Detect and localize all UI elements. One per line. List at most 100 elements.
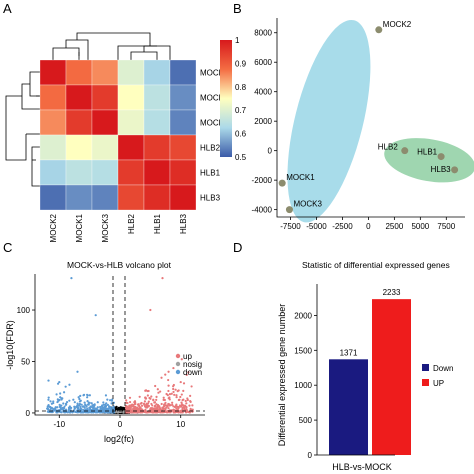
pca-point xyxy=(285,206,293,214)
mock-group-ellipse xyxy=(287,19,371,223)
volcano-point-up xyxy=(143,410,146,413)
volcano-point-up xyxy=(154,411,157,414)
volcano-point-up xyxy=(158,410,161,414)
volcano-point-up xyxy=(167,370,170,373)
volcano-point-down xyxy=(110,402,113,405)
colorbar-ticks: 1 0.9 0.8 0.7 0.6 0.5 xyxy=(235,36,247,162)
volcano-point-down xyxy=(86,399,89,403)
heatmap-row-label: HLB1 xyxy=(200,169,221,178)
volcano-point-up xyxy=(184,399,187,403)
heatmap-cell xyxy=(143,59,171,86)
volcano-point-up xyxy=(167,384,170,387)
volcano-point-up xyxy=(150,402,153,406)
volcano-title: MOCK-vs-HLB volcano plot xyxy=(67,260,172,270)
pca-ticks: 8000 6000 4000 2000 0 -2000 -4000 -7500 -5000 -25… xyxy=(252,29,456,231)
volcano-point-up xyxy=(179,380,182,384)
heatmap-cell xyxy=(143,109,171,136)
volcano-point-up xyxy=(138,395,141,398)
heatmap-cell xyxy=(39,134,67,161)
volcano-point-down xyxy=(62,391,66,394)
volcano-point-up xyxy=(133,401,136,404)
volcano-point-up xyxy=(161,407,165,410)
volcano-point-down xyxy=(76,402,79,405)
heatmap-cell xyxy=(117,134,145,161)
bar-value-label: 1371 xyxy=(340,348,358,357)
heatmap-col-label: HLB1 xyxy=(153,213,162,234)
heatmap-cell xyxy=(169,134,197,161)
y-tick-label: 100 xyxy=(17,306,31,315)
volcano-point-down xyxy=(73,407,76,410)
volcano-point-down xyxy=(74,410,77,414)
heatmap-row-labels: MOCK2 MOCK1 MOCK3 HLB2 HLB1 HLB3 xyxy=(200,69,229,203)
volcano-point-up xyxy=(139,406,142,409)
heatmap-cell xyxy=(117,84,145,111)
volcano-point-up xyxy=(166,394,169,397)
volcano-point-down xyxy=(55,393,58,396)
volcano-point-nosig xyxy=(119,406,122,409)
volcano-point-up xyxy=(187,371,190,374)
volcano-point-up xyxy=(128,396,132,399)
group-ellipses xyxy=(287,19,474,223)
pca-point-label: HLB1 xyxy=(417,148,438,157)
volcano-point-down xyxy=(64,402,68,405)
volcano-point-up xyxy=(128,400,132,404)
heatmap-cell xyxy=(65,109,93,136)
volcano-point-up xyxy=(156,388,159,391)
y-tick-label: 2000 xyxy=(294,311,312,320)
heatmap-row-label: MOCK3 xyxy=(200,119,229,128)
volcano-point-up xyxy=(151,410,154,414)
volcano-point-down xyxy=(90,402,93,405)
y-tick-label: -2000 xyxy=(252,176,273,185)
volcano-point-up xyxy=(185,406,188,409)
volcano-point-down xyxy=(49,400,52,403)
volcano-point-up xyxy=(168,393,172,396)
bar-ylabel: Differential expressed gene number xyxy=(277,304,287,446)
volcano-point-up xyxy=(160,402,163,406)
colorbar-tick: 1 xyxy=(235,36,240,45)
volcano-point-down xyxy=(68,383,71,386)
panel-letter-a: A xyxy=(3,1,12,16)
volcano-point-down xyxy=(56,382,60,385)
volcano-point-up xyxy=(185,402,188,405)
volcano-point-down xyxy=(78,400,82,403)
volcano-point-down xyxy=(93,403,96,406)
volcano-point-down xyxy=(109,399,112,402)
volcano-point-down xyxy=(73,401,76,404)
pca-point xyxy=(375,26,383,34)
volcano-point-down xyxy=(87,409,91,412)
colorbar-tick: 0.5 xyxy=(235,153,247,162)
volcano-point-up xyxy=(143,400,147,403)
pca-point xyxy=(451,166,459,174)
volcano-point-up xyxy=(174,388,177,391)
bar-ticks: 0 500 1000 1500 2000 xyxy=(294,311,317,460)
x-tick-label: 5000 xyxy=(411,222,429,231)
volcano-point-up xyxy=(155,395,158,398)
heatmap-row-label: HLB3 xyxy=(200,194,221,203)
volcano-point-up xyxy=(143,403,146,406)
volcano-axes xyxy=(34,274,205,416)
volcano-point-up xyxy=(156,407,159,410)
panel-letter-b: B xyxy=(233,1,242,16)
volcano-point-up xyxy=(175,394,178,397)
volcano-point-down xyxy=(50,402,53,405)
volcano-point-down xyxy=(46,410,49,413)
volcano-point-down xyxy=(109,407,112,411)
heatmap-cell xyxy=(65,159,93,186)
heatmap-cell xyxy=(65,59,93,86)
volcano-point-down xyxy=(47,396,50,399)
volcano-point-up xyxy=(163,411,166,414)
volcano-point-down xyxy=(47,379,50,382)
volcano-point-up xyxy=(175,396,178,399)
legend-swatch xyxy=(175,353,181,359)
volcano-point-up xyxy=(181,406,184,409)
volcano-point-up xyxy=(172,411,175,414)
volcano-point-up xyxy=(152,398,155,401)
colorbar-tick: 0.8 xyxy=(235,83,247,92)
heatmap-col-label: MOCK3 xyxy=(101,213,110,242)
heatmap-cell xyxy=(143,159,171,186)
legend-label: nosig xyxy=(183,360,202,369)
heatmap-col-label: MOCK2 xyxy=(49,213,58,242)
pca-point xyxy=(437,153,445,161)
volcano-point-up xyxy=(184,404,187,407)
